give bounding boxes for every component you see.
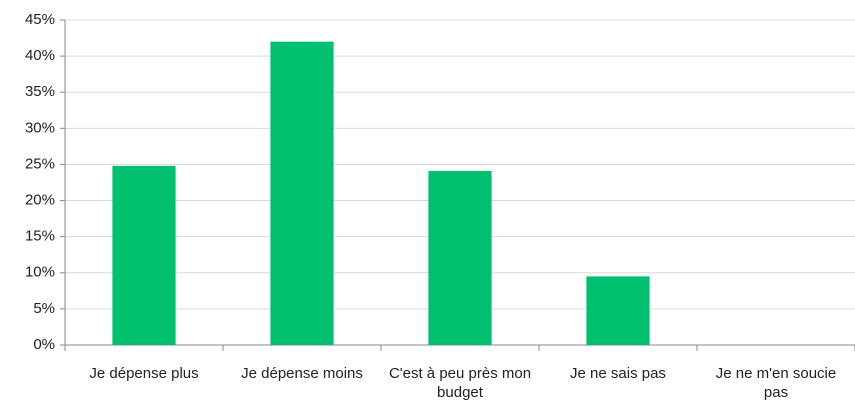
y-tick-label: 5% xyxy=(33,300,55,317)
bar xyxy=(586,276,650,345)
y-tick-label: 30% xyxy=(25,119,55,136)
x-tick-label: Je dépense plus xyxy=(89,365,199,382)
y-tick-label: 35% xyxy=(25,83,55,100)
y-tick-label: 10% xyxy=(25,264,55,281)
y-tick-label: 20% xyxy=(25,192,55,209)
bar xyxy=(270,41,334,346)
x-tick-label: Je dépense moins xyxy=(241,365,363,382)
bar xyxy=(112,165,176,345)
x-tick-label: Je ne m'en soucie pas xyxy=(715,365,837,401)
y-tick-label: 45% xyxy=(25,11,55,28)
x-tick-label: Je ne sais pas xyxy=(570,365,666,382)
y-tick-label: 15% xyxy=(25,228,55,245)
bar xyxy=(428,170,492,345)
y-tick-label: 40% xyxy=(25,47,55,64)
y-tick-label: 0% xyxy=(33,336,55,353)
y-tick-label: 25% xyxy=(25,155,55,172)
x-tick-label: C'est à peu près mon budget xyxy=(388,365,532,401)
